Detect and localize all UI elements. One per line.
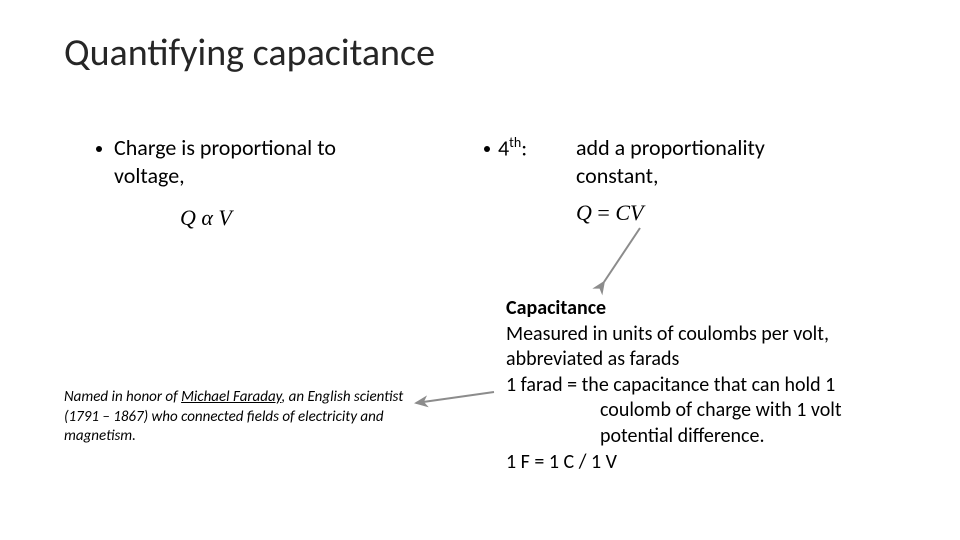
annotation-arrows: [0, 0, 960, 540]
arrow-to-footnote-icon: [416, 392, 494, 403]
slide: Quantifying capacitance Charge is propor…: [0, 0, 960, 540]
arrow-to-equation-icon: [604, 228, 640, 282]
